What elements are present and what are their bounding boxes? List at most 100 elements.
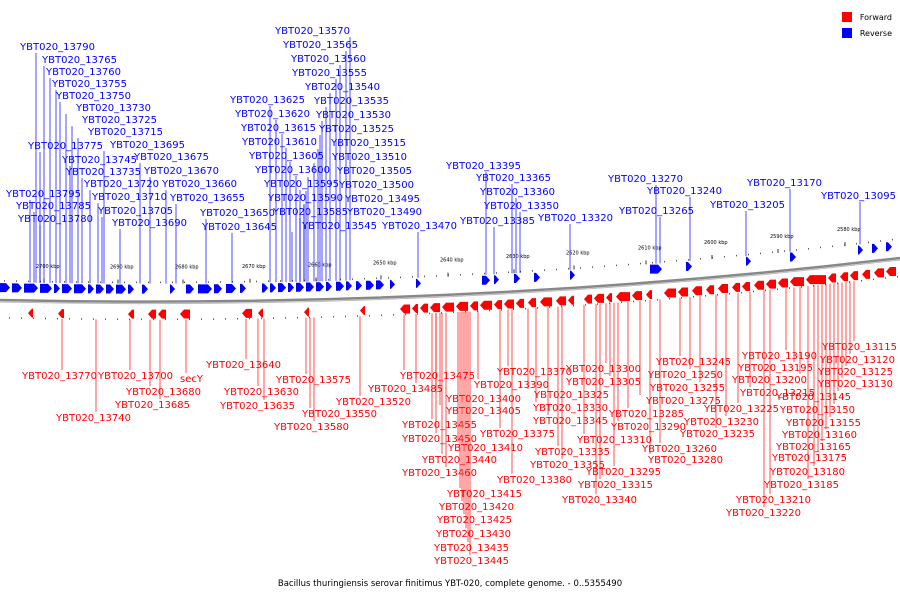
gene-reverse [116,284,126,294]
scale-dot [160,281,161,284]
gene-label-reverse: YBT020_13470 [381,221,457,232]
scale-dot [652,261,653,264]
gene-reverse [858,245,863,255]
scale-dot [609,302,610,304]
gene-label-reverse: YBT020_13535 [313,96,389,107]
scale-dot [616,264,617,267]
scale-dot [453,311,454,314]
gene-reverse [198,284,212,294]
scale-dot [304,279,305,282]
scale-dot [796,249,797,251]
scale-dot [45,317,46,320]
gene-label-reverse: YBT020_13735 [65,167,141,178]
gene-label-forward: YBT020_13460 [401,468,477,479]
scale-dot [712,257,713,259]
gene-label-reverse: YBT020_13270 [607,174,683,185]
gene-label-reverse: YBT020_13750 [55,91,131,102]
scale-dot [592,266,593,268]
scale-dot [897,275,898,278]
genome-backbone [0,256,900,303]
scale-dot [501,309,502,311]
scale-dot [292,279,293,282]
scale-tick-label: 2600 kbp [704,240,728,246]
gene-reverse [872,243,878,253]
scale-dot [676,260,677,262]
scale-dot [645,299,646,302]
gene-label-reverse: YBT020_13675 [133,152,209,163]
scale-dot [748,253,749,256]
gene-label-reverse: YBT020_13775 [27,141,103,152]
scale-dot [388,277,389,279]
gene-label-forward: YBT020_13455 [401,420,477,431]
gene-forward [242,308,252,318]
scale-dot [657,298,658,301]
gene-label-reverse: YBT020_13585 [272,207,348,218]
gene-label-forward: YBT020_13255 [649,383,725,394]
scale-dot [556,268,557,271]
scale-dot [153,318,154,321]
scale-dot [489,309,490,312]
gene-label-forward: YBT020_13230 [683,417,759,428]
gene-label-forward: YBT020_13165 [775,442,851,453]
scale-dot [64,281,65,283]
scale-dot [52,280,53,283]
gene-reverse [390,279,395,289]
gene-label-reverse: YBT020_13785 [15,201,91,212]
legend: Forward Reverse [841,9,892,41]
scale-dot [400,276,401,279]
gene-reverse [366,280,374,290]
gene-reverse [346,281,352,291]
scale-dot [436,275,437,277]
scale-dot [381,314,382,317]
scale-tick-label: 2670 kbp [242,264,266,270]
gene-label-reverse: YBT020_13515 [330,138,406,149]
gene-label-forward: YBT020_13280 [647,455,723,466]
scale-dot [393,314,394,316]
gene-reverse [106,284,114,294]
scale-dot [352,278,353,280]
gene-label-reverse: YBT020_13725 [81,115,157,126]
gene-forward [158,309,166,319]
gene-forward [470,301,478,311]
gene-label-reverse: YBT020_13705 [97,206,173,217]
gene-label-reverse: YBT020_13745 [61,155,137,166]
gene-label-reverse: YBT020_13545 [301,221,377,232]
scale-dot [316,279,317,281]
scale-dot [244,280,245,283]
gene-label-reverse: YBT020_13570 [274,26,350,37]
gene-label-reverse: YBT020_13650 [199,208,275,219]
gene-forward [886,267,896,277]
gene-reverse [494,275,499,285]
scale-dot [405,313,406,316]
scale-dot [693,296,694,298]
scale-dot [772,251,773,254]
gene-label-forward: YBT020_13475 [399,371,475,382]
gene-label-reverse: YBT020_13715 [87,127,163,138]
gene-label-forward: YBT020_13485 [367,384,443,395]
scale-dot [477,310,478,312]
scale-dot [40,280,41,283]
gene-reverse [24,283,38,293]
scale-dot [261,317,262,320]
scale-dot [412,276,413,278]
gene-label-forward: YBT020_13440 [421,455,497,466]
scale-tick-label: 2630 kbp [506,254,530,260]
gene-label-forward: secY [180,374,204,385]
gene-reverse [376,280,384,290]
scale-tick-label: 2580 kbp [837,227,861,233]
gene-label-reverse: YBT020_13495 [344,194,420,205]
gene-label-reverse: YBT020_13350 [483,201,559,212]
scale-dot [340,278,341,281]
scale-dot [369,314,370,317]
scale-dot [76,281,77,283]
scale-dot [148,281,149,284]
gene-forward [568,295,574,305]
gene-label-forward: YBT020_13415 [446,489,522,500]
scale-dot [813,284,814,287]
gene-reverse [226,284,236,294]
gene-label-forward: YBT020_13640 [205,360,281,371]
scale-dot [136,281,137,284]
scale-dot [184,281,185,283]
gene-reverse [514,274,520,284]
gene-forward [430,303,440,313]
